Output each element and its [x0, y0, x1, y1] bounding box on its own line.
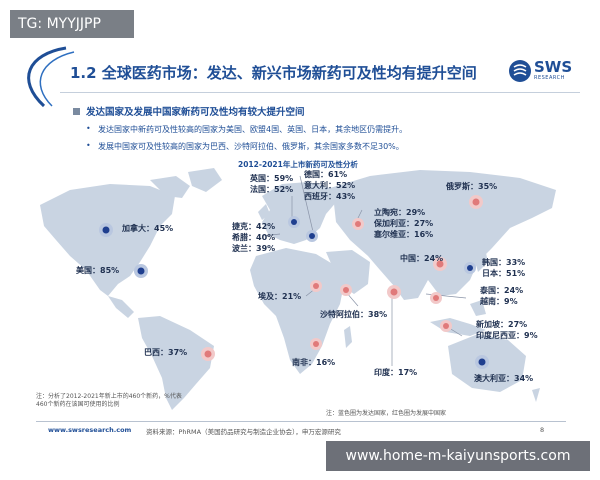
label-russia: 俄罗斯：35%: [446, 182, 498, 191]
continents: [40, 168, 556, 410]
page-number: 8: [540, 426, 545, 434]
footer-url: www.swsresearch.com: [48, 426, 132, 434]
label-indonesia: 印度尼西亚：9%: [476, 331, 538, 340]
section-heading: 发达国家及发展中国家新药可及性均有较大提升空间: [73, 104, 305, 118]
label-usa: 美国：85%: [76, 266, 120, 275]
footer-source: 资料来源：PhRMA（美国药品研究与制造企业协会），申万宏源研究: [146, 428, 341, 436]
logo-text: SWS: [534, 58, 573, 76]
label-south-africa: 南非：16%: [292, 358, 336, 367]
label-vietnam: 越南：9%: [480, 297, 518, 306]
label-czech: 捷克：42%: [232, 222, 276, 231]
label-bulgaria: 保加利亚：27%: [374, 219, 434, 228]
marker-usa: [134, 264, 148, 278]
marker-canada: [99, 223, 113, 237]
marker-thailand: [430, 292, 442, 304]
marker-russia: [469, 195, 483, 209]
label-france: 法国：52%: [250, 185, 294, 194]
marker-saudi: [340, 284, 352, 296]
footer-divider: [36, 421, 566, 422]
developing-markers: [201, 195, 483, 361]
label-korea: 韩国：33%: [482, 258, 526, 267]
title-divider: [60, 92, 580, 93]
developed-markers: [99, 216, 489, 369]
marker-south-africa: [310, 338, 322, 350]
square-bullet-icon: [73, 108, 80, 115]
label-china: 中国：24%: [400, 254, 444, 263]
marker-japan: [464, 262, 476, 274]
note-left: 注：分析了2012-2021年新上市的460个新药，%代表460个新药在该国可使…: [36, 393, 182, 408]
marker-brazil: [201, 347, 215, 361]
bullet-developed: 发达国家中新药可及性较高的国家为美国、欧盟4国、英国、日本，其余地区仍需提升。: [86, 124, 407, 135]
title-arc-decoration: [27, 46, 75, 108]
marker-uk: [288, 216, 300, 228]
slide-title: 1.2 全球医药市场：发达、新兴市场新药可及性均有提升空间: [70, 64, 477, 82]
marker-germany: [306, 230, 318, 242]
label-italy: 意大利：52%: [304, 181, 356, 190]
label-india: 印度：17%: [374, 368, 418, 377]
label-singapore: 新加坡：27%: [476, 320, 528, 329]
label-uk: 英国：59%: [250, 174, 294, 183]
marker-lithuania: [352, 218, 364, 230]
marker-india: [387, 285, 401, 299]
tg-tag: TG: MYYJJPP: [10, 10, 134, 38]
sws-logo-icon: [509, 60, 531, 82]
logo-subtext: RESEARCH: [534, 75, 565, 81]
label-thailand: 泰国：24%: [480, 286, 524, 295]
note-right: 注：蓝色圈为发达国家，红色圈为发展中国家: [326, 410, 447, 417]
marker-china: [433, 257, 447, 271]
marker-indonesia: [440, 320, 452, 332]
label-australia: 澳大利亚：34%: [474, 374, 534, 383]
label-serbia: 塞尔维亚：16%: [374, 230, 434, 239]
label-greece: 希腊：40%: [232, 233, 276, 242]
label-lithuania: 立陶宛：29%: [374, 208, 426, 217]
label-spain: 西班牙：43%: [304, 192, 356, 201]
label-poland: 波兰：39%: [232, 244, 276, 253]
label-egypt: 埃及：21%: [258, 292, 302, 301]
label-canada: 加拿大：45%: [122, 224, 174, 233]
label-japan: 日本：51%: [482, 269, 526, 278]
map-title: 2012-2021年上市新药可及性分析: [238, 160, 358, 169]
label-germany: 德国：61%: [304, 170, 348, 179]
marker-australia: [475, 355, 489, 369]
watermark-banner: www.home-m-kaiyunsports.com: [326, 441, 590, 471]
label-saudi: 沙特阿拉伯：38%: [320, 310, 388, 319]
label-brazil: 巴西：37%: [144, 348, 188, 357]
marker-egypt: [310, 280, 322, 292]
bullet-developing: 发展中国家可及性较高的国家为巴西、沙特阿拉伯、俄罗斯，其余国家多数不足30%。: [86, 141, 404, 152]
